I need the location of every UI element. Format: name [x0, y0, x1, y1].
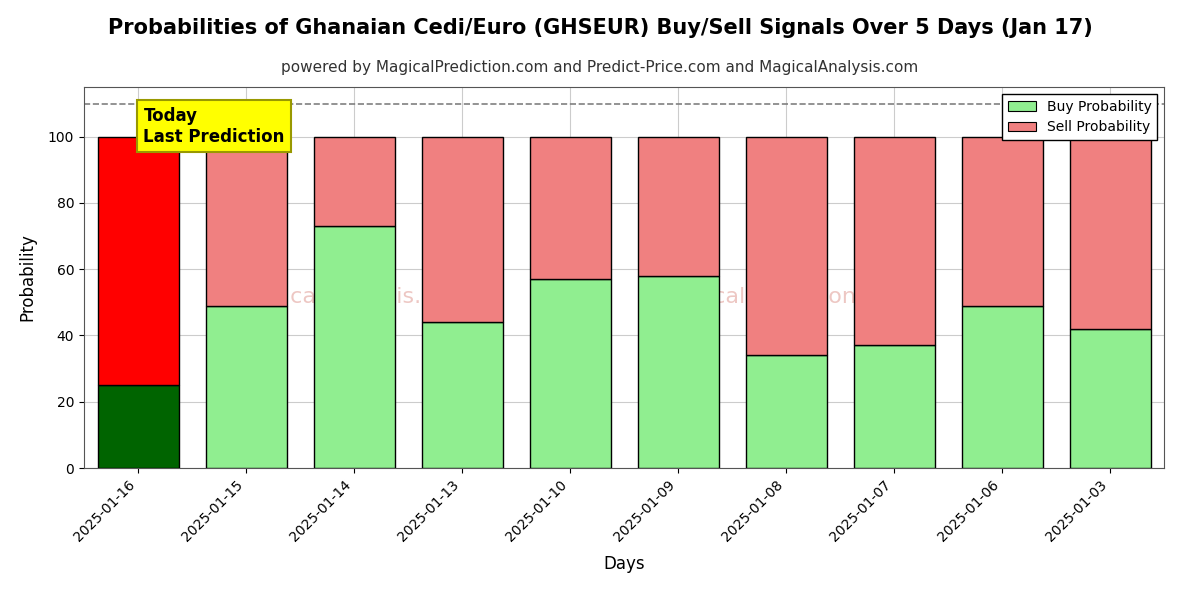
Y-axis label: Probability: Probability	[19, 233, 37, 322]
Bar	[205, 305, 287, 468]
Bar	[961, 137, 1043, 305]
Bar	[745, 137, 827, 355]
X-axis label: Days: Days	[604, 556, 644, 574]
Bar	[1069, 137, 1151, 329]
Bar	[961, 305, 1043, 468]
Bar	[1069, 329, 1151, 468]
Text: Today
Last Prediction: Today Last Prediction	[144, 107, 284, 146]
Bar	[97, 137, 179, 385]
Bar	[853, 346, 935, 468]
Bar	[853, 137, 935, 346]
Bar	[97, 385, 179, 468]
Bar	[313, 226, 395, 468]
Bar	[637, 137, 719, 276]
Bar	[421, 322, 503, 468]
Bar	[421, 137, 503, 322]
Legend: Buy Probability, Sell Probability: Buy Probability, Sell Probability	[1002, 94, 1157, 140]
Bar	[529, 137, 611, 279]
Text: powered by MagicalPrediction.com and Predict-Price.com and MagicalAnalysis.com: powered by MagicalPrediction.com and Pre…	[281, 60, 919, 75]
Bar	[745, 355, 827, 468]
Text: Probabilities of Ghanaian Cedi/Euro (GHSEUR) Buy/Sell Signals Over 5 Days (Jan 1: Probabilities of Ghanaian Cedi/Euro (GHS…	[108, 18, 1092, 38]
Text: MagicalAnalysis.com: MagicalAnalysis.com	[238, 287, 470, 307]
Bar	[637, 276, 719, 468]
Text: MagicalPrediction.com: MagicalPrediction.com	[661, 287, 911, 307]
Bar	[529, 279, 611, 468]
Bar	[313, 137, 395, 226]
Bar	[205, 137, 287, 305]
